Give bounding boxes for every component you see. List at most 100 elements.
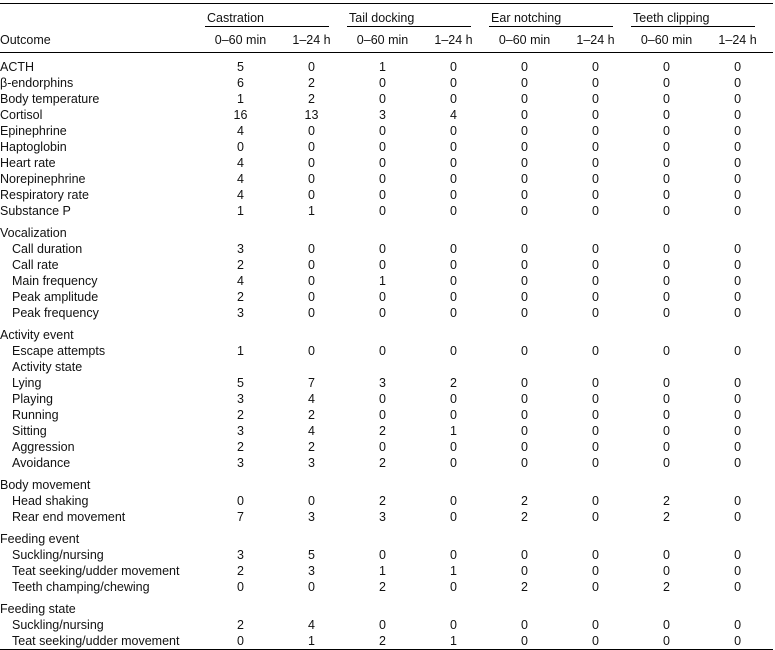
value-cell: 1: [308, 634, 315, 648]
value-cell: 0: [450, 510, 457, 524]
value-cell: 0: [734, 306, 742, 320]
value-cell: 2: [379, 456, 386, 470]
value-cell: 0: [521, 392, 528, 406]
value-cell: 0: [379, 156, 386, 170]
value-cell: 0: [592, 392, 599, 406]
value-cell: 0: [308, 306, 315, 320]
value-cell: 2: [237, 564, 244, 578]
row-label: Teat seeking/udder movement: [12, 564, 180, 578]
value-cell: 0: [521, 274, 528, 288]
value-cell: 0: [663, 204, 670, 218]
value-cell: 0: [379, 204, 386, 218]
row-label: Respiratory rate: [0, 188, 89, 202]
value-cell: 0: [308, 124, 315, 138]
data-row: Substance P 1 1 0 0 0 0 0 0: [0, 203, 773, 219]
column-header: 1–24 h: [560, 28, 632, 53]
value-cell: 0: [734, 274, 742, 288]
row-label: Substance P: [0, 204, 71, 218]
value-cell: 0: [450, 140, 457, 154]
value-cell: 0: [521, 456, 528, 470]
value-cell: 0: [521, 634, 528, 648]
data-row: Cortisol 16 13 3 4 0 0 0 0: [0, 107, 773, 123]
section-title: Feeding state: [0, 602, 76, 616]
value-cell: 3: [237, 306, 244, 320]
value-cell: 0: [734, 564, 742, 578]
value-cell: 0: [592, 408, 599, 422]
value-cell: 0: [450, 494, 457, 508]
value-cell: 2: [237, 258, 244, 272]
row-label: Main frequency: [12, 274, 98, 288]
row-label: Norepinephrine: [0, 172, 86, 186]
value-cell: 0: [521, 548, 528, 562]
value-cell: 2: [237, 290, 244, 304]
row-label: Peak frequency: [12, 306, 99, 320]
value-cell: 0: [734, 172, 742, 186]
value-cell: 0: [379, 124, 386, 138]
value-cell: 0: [592, 60, 599, 74]
value-cell: 0: [734, 60, 742, 74]
value-cell: 0: [308, 274, 315, 288]
row-label: Cortisol: [0, 108, 43, 122]
value-cell: 0: [379, 548, 386, 562]
data-row: Teeth champing/chewing 0 0 2 0 2 0 2 0: [0, 579, 773, 595]
value-cell: 0: [592, 188, 599, 202]
value-cell: 0: [379, 188, 386, 202]
value-cell: 0: [734, 188, 742, 202]
value-cell: 0: [592, 344, 599, 358]
value-cell: 3: [379, 376, 386, 390]
row-label: Avoidance: [12, 456, 71, 470]
value-cell: 0: [379, 242, 386, 256]
value-cell: 0: [308, 258, 315, 272]
value-cell: 0: [379, 92, 386, 106]
value-cell: 0: [734, 376, 742, 390]
data-row: Aggression 2 2 0 0 0 0 0 0: [0, 439, 773, 455]
value-cell: 0: [308, 188, 315, 202]
value-cell: 0: [450, 188, 457, 202]
value-cell: 0: [663, 242, 670, 256]
data-row: Lying 5 7 3 2 0 0 0 0: [0, 375, 773, 391]
value-cell: 0: [592, 124, 599, 138]
data-row: Respiratory rate 4 0 0 0 0 0 0 0: [0, 187, 773, 203]
value-cell: 0: [450, 306, 457, 320]
row-label: Escape attempts: [12, 344, 106, 358]
value-cell: 0: [450, 548, 457, 562]
row-label: Heart rate: [0, 156, 56, 170]
value-cell: 0: [521, 60, 528, 74]
value-cell: 0: [592, 548, 599, 562]
value-cell: 1: [450, 564, 457, 578]
row-label: ACTH: [0, 60, 35, 74]
value-cell: 1: [379, 274, 386, 288]
value-cell: 0: [308, 494, 315, 508]
group-header: Teeth clipping: [631, 10, 756, 27]
column-header: 0–60 min: [631, 28, 703, 53]
value-cell: 5: [237, 60, 244, 74]
value-cell: 0: [663, 172, 670, 186]
value-cell: 4: [237, 274, 244, 288]
data-row: Teat seeking/udder movement 2 3 1 1 0 0 0 0: [0, 563, 773, 579]
value-cell: 0: [450, 242, 457, 256]
data-row: Escape attempts 1 0 0 0 0 0 0 0: [0, 343, 773, 359]
value-cell: 0: [521, 290, 528, 304]
value-cell: 0: [308, 60, 315, 74]
value-cell: 0: [521, 92, 528, 106]
value-cell: 1: [237, 204, 244, 218]
value-cell: 0: [450, 76, 457, 90]
data-row: Suckling/nursing 3 5 0 0 0 0 0 0: [0, 547, 773, 563]
value-cell: 0: [237, 140, 244, 154]
column-header: 1–24 h: [276, 28, 348, 53]
value-cell: 2: [379, 424, 386, 438]
value-cell: 0: [592, 204, 599, 218]
value-cell: 0: [592, 580, 599, 594]
value-cell: 3: [379, 510, 386, 524]
value-cell: 0: [521, 140, 528, 154]
value-cell: 0: [734, 344, 742, 358]
value-cell: 0: [521, 188, 528, 202]
value-cell: 0: [663, 392, 670, 406]
value-cell: 0: [592, 564, 599, 578]
value-cell: 0: [521, 204, 528, 218]
value-cell: 0: [734, 618, 742, 632]
value-cell: 0: [734, 156, 742, 170]
value-cell: 0: [592, 156, 599, 170]
subheading-row: Activity state: [0, 359, 773, 375]
value-cell: 0: [663, 258, 670, 272]
